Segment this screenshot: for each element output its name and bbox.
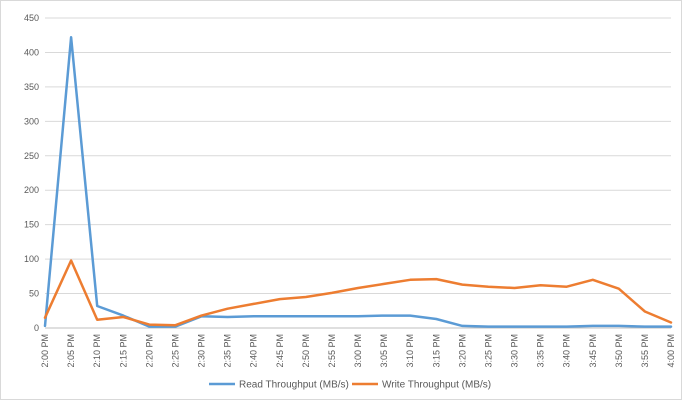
x-tick-label: 2:25 PM — [170, 334, 180, 368]
x-tick-label: 3:35 PM — [536, 334, 546, 368]
legend-label: Write Throughput (MB/s) — [382, 380, 491, 391]
x-tick-label: 3:45 PM — [588, 334, 598, 368]
x-tick-label: 3:20 PM — [457, 334, 467, 368]
series-line-read-throughput — [43, 36, 673, 328]
x-tick-label: 2:10 PM — [92, 334, 102, 368]
legend-label: Read Throughput (MB/s) — [239, 380, 349, 391]
x-tick-label: 3:50 PM — [614, 334, 624, 368]
gridlines — [45, 17, 671, 329]
x-tick-label: 2:35 PM — [223, 334, 233, 368]
y-tick-label: 350 — [24, 82, 39, 92]
y-tick-label: 50 — [29, 289, 39, 299]
x-tick-label: 3:15 PM — [431, 334, 441, 368]
x-tick-label: 2:40 PM — [249, 334, 259, 368]
x-tick-label: 3:30 PM — [510, 334, 520, 368]
y-tick-label: 450 — [24, 13, 39, 23]
x-tick-label: 2:05 PM — [66, 334, 76, 368]
x-tick-label: 2:00 PM — [40, 334, 50, 368]
series-lines — [43, 36, 673, 328]
y-tick-label: 400 — [24, 47, 39, 57]
x-tick-label: 2:55 PM — [327, 334, 337, 368]
x-tick-label: 2:20 PM — [144, 334, 154, 368]
y-tick-label: 150 — [24, 220, 39, 230]
y-tick-label: 100 — [24, 254, 39, 264]
x-tick-label: 3:05 PM — [379, 334, 389, 368]
x-tick-label: 4:00 PM — [666, 334, 676, 368]
x-tick-label: 3:55 PM — [640, 334, 650, 368]
y-tick-label: 300 — [24, 116, 39, 126]
x-axis-ticks: 2:00 PM 2:05 PM 2:10 PM 2:15 PM 2:20 PM 2:25 … — [40, 334, 676, 368]
y-tick-label: 200 — [24, 185, 39, 195]
y-axis-ticks: 0 50 100 150 200 250 300 350 400 450 — [24, 13, 39, 333]
series-line-write-throughput — [43, 259, 673, 327]
y-tick-label: 250 — [24, 151, 39, 161]
legend: Read Throughput (MB/s) Write Throughput (… — [209, 380, 491, 391]
x-tick-label: 3:10 PM — [405, 334, 415, 368]
x-tick-label: 3:40 PM — [562, 334, 572, 368]
x-tick-label: 2:45 PM — [275, 334, 285, 368]
x-tick-label: 3:25 PM — [483, 334, 493, 368]
y-tick-label: 0 — [34, 323, 39, 333]
x-tick-label: 2:50 PM — [301, 334, 311, 368]
x-tick-label: 2:30 PM — [197, 334, 207, 368]
x-tick-label: 3:00 PM — [353, 334, 363, 368]
x-tick-label: 2:15 PM — [118, 334, 128, 368]
